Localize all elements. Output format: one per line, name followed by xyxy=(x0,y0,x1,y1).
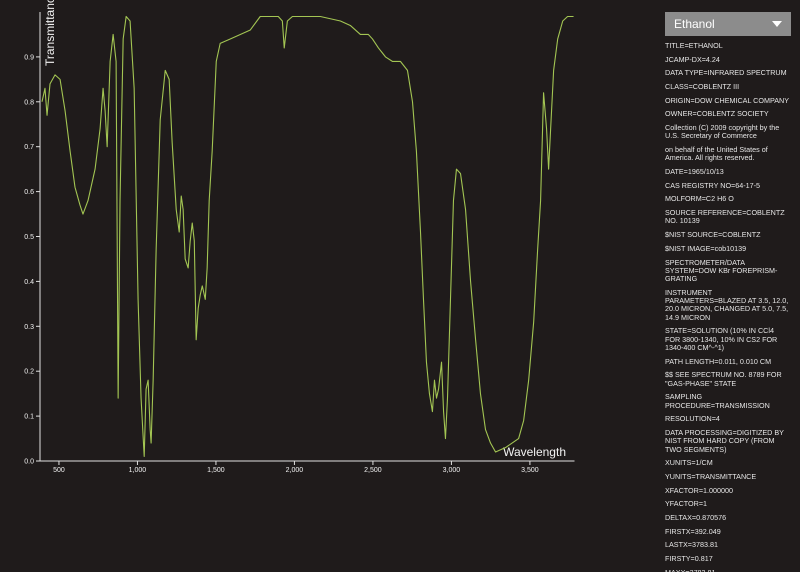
metadata-entry: SPECTROMETER/DATA SYSTEM=DOW KBr FOREPRI… xyxy=(665,257,778,284)
metadata-list: TITLE=ETHANOL JCAMP-DX=4.24 DATA TYPE=INFR… xyxy=(665,41,791,572)
y-tick-label: 0.1 xyxy=(24,414,34,421)
metadata-entry: DATA PROCESSING=DIGITIZED BY NIST FROM H… xyxy=(665,428,784,454)
metadata-entry: ORIGIN=DOW CHEMICAL COMPANY xyxy=(665,95,789,105)
y-tick-label: 0.6 xyxy=(24,189,34,196)
dropdown-label: Ethanol xyxy=(674,17,715,31)
metadata-entry: INSTRUMENT PARAMETERS=BLAZED AT 3.5, 12.… xyxy=(665,287,789,322)
metadata-entry: Collection (C) 2009 copyright by the U.S… xyxy=(665,123,780,141)
metadata-entry: YFACTOR=1 xyxy=(665,499,708,509)
metadata-entry: OWNER=COBLENTZ SOCIETY xyxy=(665,109,769,119)
x-tick-label: 1,000 xyxy=(129,467,147,474)
metadata-entry: CAS REGISTRY NO=64-17-5 xyxy=(665,180,761,190)
metadata-entry: LASTX=3783.81 xyxy=(665,540,718,550)
y-tick-label: 0.2 xyxy=(24,369,34,376)
metadata-entry: SOURCE REFERENCE=COBLENTZ NO. 10139 xyxy=(665,208,785,226)
y-tick-label: 0.7 xyxy=(24,144,34,151)
metadata-entry: XFACTOR=1.000000 xyxy=(665,485,733,495)
x-tick-label: 1,500 xyxy=(207,467,225,474)
x-tick-label: 2,500 xyxy=(364,467,382,474)
metadata-entry: on behalf of the United States of Americ… xyxy=(665,145,768,163)
metadata-entry: DATE=1965/10/13 xyxy=(665,167,724,177)
sidebar: Ethanol TITLE=ETHANOL JCAMP-DX=4.24 DATA T… xyxy=(665,12,791,572)
metadata-entry: MAXX=3783.81 xyxy=(665,568,791,572)
metadata-entry: FIRSTX=392.049 xyxy=(665,526,721,536)
y-tick-label: 0.5 xyxy=(24,234,34,241)
metadata-entry: CLASS=COBLENTZ III xyxy=(665,82,740,92)
metadata-entry: $NIST IMAGE=cob10139 xyxy=(665,243,747,253)
x-tick-label: 500 xyxy=(53,467,65,474)
y-tick-label: 0.8 xyxy=(24,99,34,106)
spectrum-dropdown[interactable]: Ethanol xyxy=(665,12,791,36)
metadata-entry: $$ SEE SPECTRUM NO. 8789 FOR "GAS-PHASE"… xyxy=(665,370,782,388)
metadata-entry: MOLFORM=C2 H6 O xyxy=(665,194,734,204)
x-tick-label: 3,500 xyxy=(521,467,539,474)
metadata-entry: YUNITS=TRANSMITTANCE xyxy=(665,471,757,481)
x-axis-label: Wavelength xyxy=(503,445,566,459)
metadata-entry: JCAMP-DX=4.24 xyxy=(665,54,720,64)
y-tick-label: 0.0 xyxy=(24,459,34,466)
metadata-entry: XUNITS=1/CM xyxy=(665,458,713,468)
y-tick-label: 0.4 xyxy=(24,279,34,286)
dropdown-arrow xyxy=(772,21,782,27)
metadata-entry: $NIST SOURCE=COBLENTZ xyxy=(665,230,761,240)
y-tick-label: 0.3 xyxy=(24,324,34,331)
metadata-entry: DATA TYPE=INFRARED SPECTRUM xyxy=(665,68,787,78)
chart: Transmittance Wavelength 0.0 0.1 0.2 0.3 0.4… xyxy=(24,0,575,474)
metadata-entry: SAMPLING PROCEDURE=TRANSMISSION xyxy=(665,392,770,410)
spectrum-line xyxy=(41,15,574,458)
x-tick-label: 2,000 xyxy=(286,467,304,474)
metadata-entry: PATH LENGTH=0.011, 0.010 CM xyxy=(665,356,772,366)
metadata-entry: DELTAX=0.870576 xyxy=(665,513,727,523)
y-axis-label: Transmittance xyxy=(43,0,57,66)
x-tick-label: 3,000 xyxy=(443,467,461,474)
metadata-entry: TITLE=ETHANOL xyxy=(665,41,723,50)
metadata-entry: STATE=SOLUTION (10% IN CCl4 FOR 3800-134… xyxy=(665,326,778,352)
y-tick-label: 0.9 xyxy=(24,54,34,61)
metadata-entry: FIRSTY=0.817 xyxy=(665,554,713,564)
metadata-entry: RESOLUTION=4 xyxy=(665,414,720,424)
